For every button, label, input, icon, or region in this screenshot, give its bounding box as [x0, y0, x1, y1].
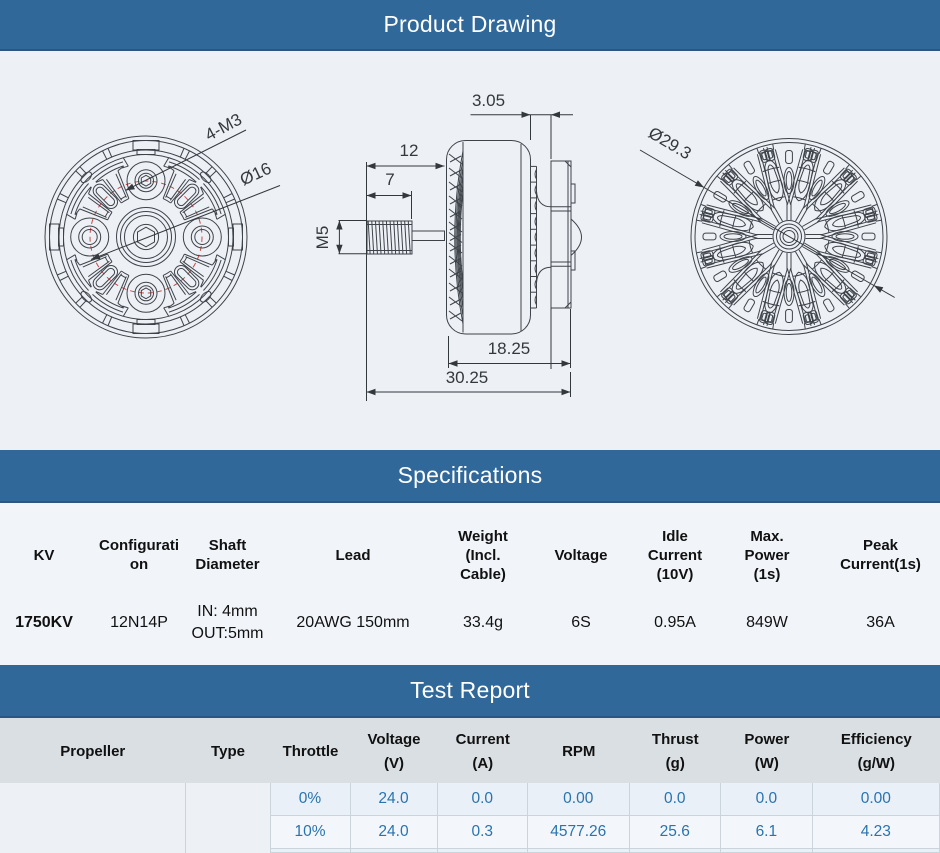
svg-text:7: 7	[385, 170, 394, 189]
svg-text:3.05: 3.05	[472, 91, 505, 110]
svg-text:18.25: 18.25	[488, 339, 531, 358]
svg-text:M5: M5	[313, 226, 332, 250]
svg-text:4-M3: 4-M3	[202, 110, 245, 145]
svg-text:12: 12	[400, 141, 419, 160]
svg-text:30.25: 30.25	[446, 368, 489, 387]
svg-text:Ø16: Ø16	[237, 159, 274, 190]
